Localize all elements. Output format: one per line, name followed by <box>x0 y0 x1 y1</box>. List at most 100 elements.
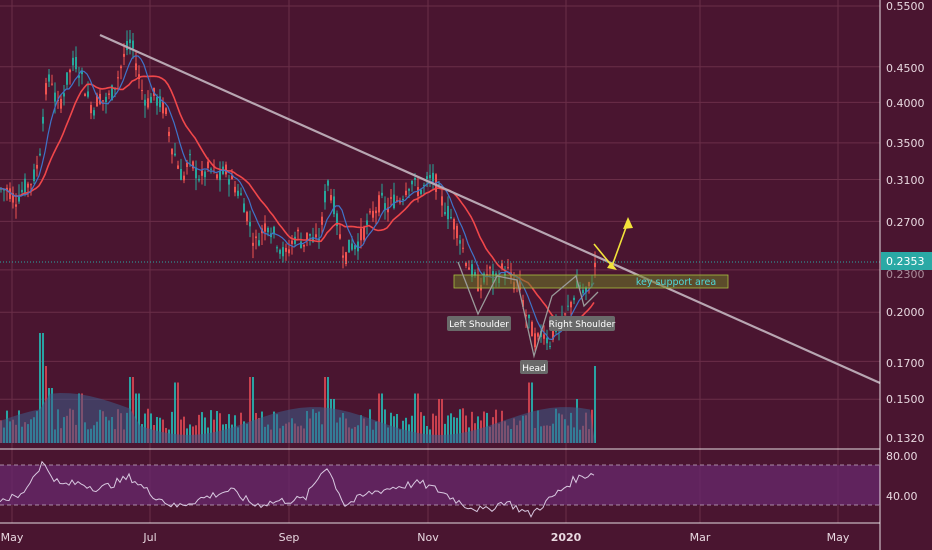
price-axis[interactable]: 0.5500 0.4500 0.4000 0.3500 0.3100 0.270… <box>881 0 932 503</box>
candle <box>549 345 551 347</box>
candle <box>267 227 269 233</box>
candle <box>249 222 251 227</box>
candle <box>465 262 467 267</box>
time-tick: Nov <box>417 531 439 544</box>
volume-bar <box>201 412 203 443</box>
volume-bar <box>423 415 425 443</box>
left-shoulder-label-box <box>447 316 511 331</box>
candle <box>171 148 173 155</box>
candle <box>120 66 122 69</box>
candle <box>30 184 32 186</box>
support-zone[interactable] <box>453 274 729 289</box>
candle <box>450 217 452 219</box>
candle <box>168 131 170 137</box>
candle <box>570 301 572 308</box>
candle <box>141 90 143 92</box>
candle <box>378 195 380 213</box>
arrow-head <box>607 262 617 270</box>
volume-bar <box>219 413 221 443</box>
candle <box>69 69 71 73</box>
candle <box>348 239 350 253</box>
trendline[interactable] <box>99 33 881 385</box>
candle <box>201 170 203 176</box>
volume-bar <box>42 333 44 443</box>
candle <box>84 93 86 97</box>
candle <box>156 97 158 106</box>
candle <box>108 93 110 95</box>
volume-bar <box>189 424 191 443</box>
candle <box>537 333 539 337</box>
volume-bar <box>447 415 449 443</box>
time-axis[interactable]: May Jul Sep Nov 2020 Mar May <box>1 531 850 544</box>
candle <box>288 249 290 254</box>
candle <box>75 57 77 70</box>
candle <box>324 190 326 203</box>
candle <box>423 185 425 187</box>
price-tick: 0.5500 <box>886 0 925 13</box>
volume-bar <box>465 415 467 443</box>
candle <box>363 227 365 240</box>
candle <box>522 300 524 307</box>
last-price-tag <box>881 252 932 270</box>
candle <box>282 247 284 257</box>
candle <box>285 247 287 252</box>
volume-bar <box>138 393 140 443</box>
candle <box>429 175 431 179</box>
candle <box>123 53 125 57</box>
candle <box>102 100 104 102</box>
volume-bar <box>594 366 596 443</box>
candle <box>18 195 20 202</box>
candle <box>507 267 509 269</box>
candle <box>441 196 443 206</box>
volume-bar <box>204 417 206 443</box>
candle <box>93 110 95 116</box>
candle <box>15 204 17 207</box>
volume-bar <box>210 410 212 443</box>
volume-bar <box>159 417 161 443</box>
candle <box>357 241 359 252</box>
candle <box>216 174 218 179</box>
candle <box>126 40 128 51</box>
price-tick: 0.1320 <box>886 432 925 445</box>
candle <box>219 170 221 181</box>
candle <box>426 176 428 179</box>
candle <box>240 193 242 195</box>
candle <box>210 168 212 170</box>
candle <box>444 212 446 215</box>
candle <box>144 99 146 106</box>
candle <box>273 226 275 235</box>
key-support-label: key support area <box>636 277 716 288</box>
candle <box>546 337 548 344</box>
candle <box>432 172 434 182</box>
candle <box>60 98 62 109</box>
candle <box>297 229 299 232</box>
arrow-head <box>623 217 633 229</box>
rsi-line <box>0 460 595 518</box>
volume-bar <box>450 413 452 443</box>
volume-bar <box>195 425 197 443</box>
candle <box>336 213 338 227</box>
candle <box>135 63 137 71</box>
volume-bar <box>462 408 464 443</box>
candle <box>384 203 386 210</box>
volume-bar <box>432 413 434 443</box>
grid <box>0 0 880 523</box>
left-shoulder-label: Left Shoulder <box>449 320 509 330</box>
candle <box>501 263 503 269</box>
candle <box>585 287 587 293</box>
candle <box>381 192 383 196</box>
candle <box>567 305 569 307</box>
candle <box>33 169 35 182</box>
volume-bar <box>198 414 200 443</box>
candle <box>246 211 248 222</box>
volume-bar <box>216 410 218 443</box>
volume-bar <box>471 411 473 443</box>
last-price-value: 0.2353 <box>886 255 925 268</box>
candle <box>24 178 26 194</box>
candle <box>207 161 209 168</box>
right-shoulder-label: Right Shoulder <box>549 320 616 330</box>
candle <box>315 234 317 238</box>
price-tick: 0.4000 <box>886 97 925 110</box>
volume-bar <box>252 377 254 443</box>
